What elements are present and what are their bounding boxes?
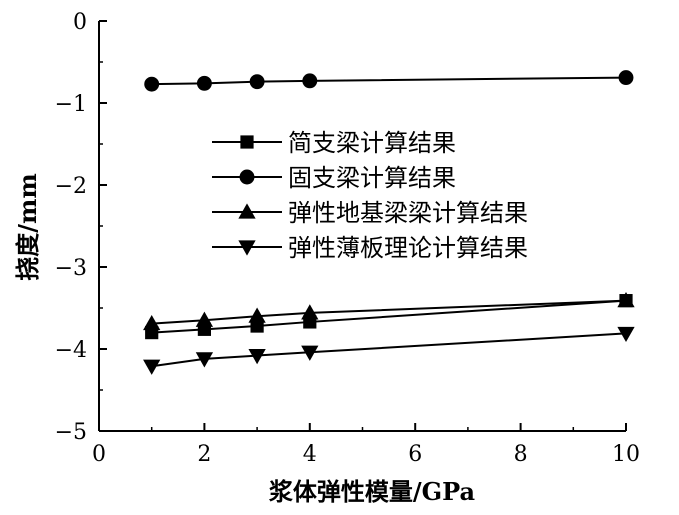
x-tick-label: 8 [514,442,528,467]
data-point [249,74,265,90]
data-point [195,352,214,368]
y-tick-label: −3 [55,256,87,281]
legend-label: 弹性薄板理论计算结果 [288,234,528,262]
data-point [617,291,635,308]
series-4 [143,326,635,375]
x-axis-title: 浆体弹性模量/GPa [269,477,475,506]
legend-marker [238,203,256,219]
legend-entry-2: 固支梁计算结果 [212,164,456,192]
data-point [195,311,214,327]
series-layer [143,70,635,375]
y-axis-title: 挠度/mm [13,173,42,281]
x-tick-label: 10 [612,442,640,467]
data-point [143,359,161,375]
y-tick-label: −5 [55,420,87,445]
x-tick-label: 4 [303,442,317,467]
legend-entry-4: 弹性薄板理论计算结果 [212,234,528,262]
ticks: 0 2 4 6 8 10 0 −1 −2 −3 −4 −5 [55,10,640,467]
legend-label: 简支梁计算结果 [288,129,456,157]
data-point [617,326,635,343]
legend-entry-3: 弹性地基梁梁计算结果 [212,199,528,227]
data-point [196,75,212,91]
series-line [151,76,627,86]
legend-marker [238,240,256,256]
data-point [301,304,319,320]
data-point [301,345,319,361]
legend-label: 固支梁计算结果 [288,164,456,192]
data-point [248,348,266,365]
x-tick-label: 6 [408,442,422,467]
y-tick-label: 0 [73,10,87,35]
data-point [248,307,266,323]
legend-entry-1: 简支梁计算结果 [212,129,456,157]
series-line [151,299,627,325]
legend-marker [240,135,254,149]
series-line [151,299,627,334]
data-point [618,70,634,86]
series-3 [143,291,635,331]
y-tick-label: −2 [55,174,87,199]
data-point [143,314,161,331]
y-tick-label: −4 [55,338,87,363]
data-point [302,73,318,89]
x-tick-label: 2 [197,442,211,467]
series-1 [145,294,633,340]
series-line [151,332,627,368]
legend-label: 弹性地基梁梁计算结果 [288,199,528,227]
series-2 [144,70,634,92]
legend-marker [239,169,255,185]
data-point [144,76,160,92]
x-tick-label: 0 [92,442,106,467]
y-tick-label: −1 [55,92,87,117]
